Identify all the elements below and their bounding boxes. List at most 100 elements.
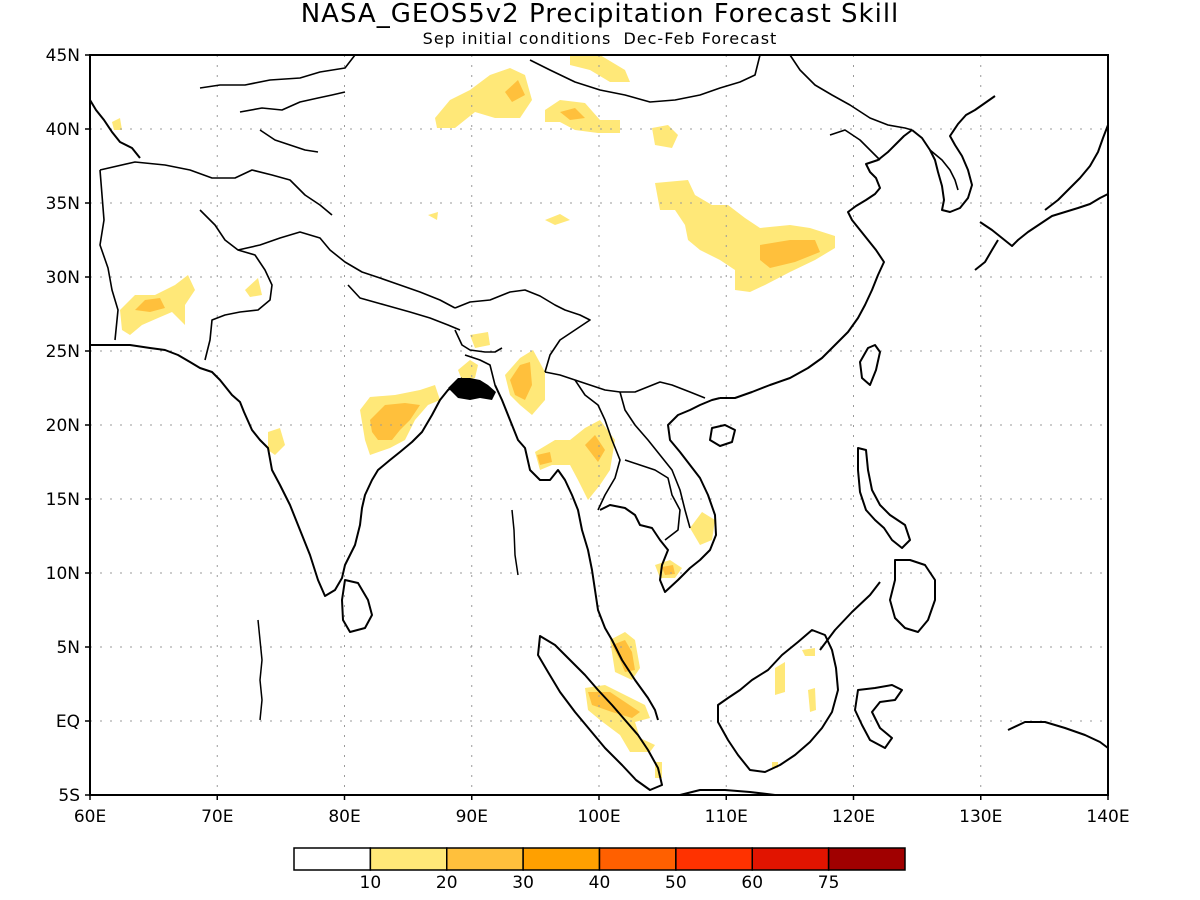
- coast-path: [720, 129, 913, 399]
- border-path: [99, 169, 119, 341]
- skill-patch: [458, 360, 478, 380]
- skill-patch: [612, 640, 635, 672]
- skill-patch: [655, 180, 835, 292]
- coast-path: [511, 509, 519, 576]
- lat-tick-label: 35N: [46, 194, 80, 214]
- colorbar-swatch: [522, 847, 601, 871]
- border-path: [464, 354, 496, 386]
- lon-tick-label: 80E: [328, 807, 360, 827]
- border-path: [574, 379, 621, 511]
- lon-tick-label: 140E: [1086, 807, 1129, 827]
- coast-path: [717, 629, 839, 773]
- colorbar-label: 10: [360, 873, 382, 893]
- colorbar-label: 40: [589, 873, 611, 893]
- lat-tick-label: 20N: [46, 416, 80, 436]
- coast-path: [709, 424, 736, 447]
- border-path: [454, 329, 503, 353]
- lon-tick-label: 120E: [832, 807, 875, 827]
- skill-patch: [808, 688, 816, 712]
- skill-patch: [560, 108, 585, 120]
- coast-path: [1044, 124, 1109, 211]
- skill-patch: [585, 435, 605, 462]
- skill-patch: [760, 240, 820, 268]
- colorbar-label: 50: [665, 873, 687, 893]
- border-path: [544, 371, 706, 399]
- border-path: [239, 91, 346, 113]
- skill-patch: [545, 214, 570, 225]
- skill-patch: [135, 298, 165, 312]
- colorbar-swatch: [598, 847, 677, 871]
- coast-path: [1007, 721, 1109, 749]
- coast-path: [889, 559, 936, 633]
- border-path: [99, 161, 333, 216]
- colorbar-swatch: [293, 847, 372, 871]
- lon-tick-label: 70E: [201, 807, 233, 827]
- coast-path: [854, 684, 903, 749]
- map-subtitle: Sep initial conditions Dec-Feb Forecast: [423, 29, 778, 48]
- coast-path: [974, 239, 999, 271]
- colorbar-swatch: [675, 847, 753, 871]
- coast-path: [537, 635, 663, 791]
- colorbar-swatch: [827, 847, 906, 871]
- colorbar-swatch: [751, 847, 830, 871]
- latitude-labels: 5S EQ 5N 10N 15N 20N 25N 30N 35N 40N 45N: [46, 46, 90, 806]
- skill-patch: [510, 362, 532, 400]
- lat-tick-label: 30N: [46, 268, 80, 288]
- border-path: [259, 129, 319, 153]
- lon-tick-label: 90E: [456, 807, 488, 827]
- skill-shading: [112, 55, 835, 778]
- coast-path: [911, 95, 996, 213]
- skill-patch: [268, 428, 285, 455]
- border-path: [829, 129, 881, 161]
- skill-patch: [428, 212, 438, 220]
- skill-patch: [537, 452, 552, 465]
- colorbar: 10 20 30 40 50 60 75: [293, 847, 906, 893]
- border-path: [199, 209, 273, 361]
- lat-tick-label: 15N: [46, 490, 80, 510]
- coast-path: [494, 384, 659, 721]
- skill-patch: [470, 332, 490, 348]
- lat-tick-label: 5S: [58, 786, 80, 806]
- coast-path: [599, 397, 721, 593]
- lat-tick-label: EQ: [56, 712, 80, 732]
- skill-patch: [245, 278, 262, 297]
- map-title: NASA_GEOS5v2 Precipitation Forecast Skil…: [301, 0, 900, 29]
- border-path: [529, 54, 761, 103]
- coast-path: [341, 579, 373, 633]
- lat-tick-label: 45N: [46, 46, 80, 66]
- colorbar-swatch: [446, 847, 524, 871]
- country-borders: [99, 54, 959, 541]
- lat-tick-label: 25N: [46, 342, 80, 362]
- lat-tick-label: 10N: [46, 564, 80, 584]
- coast-path: [89, 99, 141, 159]
- map-gridlines: [90, 55, 1108, 795]
- border-path: [789, 54, 913, 131]
- colorbar-swatch: [369, 847, 448, 871]
- coast-path: [857, 447, 911, 549]
- longitude-labels: 60E 70E 80E 90E 100E 110E 120E 130E 140E: [74, 795, 1130, 827]
- lat-tick-label: 5N: [56, 638, 80, 658]
- border-path: [929, 149, 959, 191]
- border-path: [619, 391, 691, 529]
- skill-patch: [370, 403, 420, 440]
- skill-patch: [588, 692, 640, 718]
- colorbar-label: 75: [818, 873, 840, 893]
- delta-region: [448, 378, 496, 400]
- lon-tick-label: 100E: [577, 807, 620, 827]
- border-path: [454, 289, 591, 373]
- colorbar-label: 20: [436, 873, 458, 893]
- lon-tick-label: 110E: [705, 807, 748, 827]
- coastlines: [89, 95, 1109, 796]
- skill-patch: [652, 125, 678, 148]
- coast-path: [979, 193, 1109, 247]
- skill-patch: [435, 68, 532, 128]
- lon-tick-label: 130E: [959, 807, 1002, 827]
- skill-patch: [802, 648, 815, 656]
- lon-tick-label: 60E: [74, 807, 106, 827]
- border-path: [199, 54, 356, 89]
- coast-path: [819, 581, 881, 651]
- coast-path: [257, 619, 263, 721]
- coast-path: [859, 344, 881, 386]
- lat-tick-label: 40N: [46, 120, 80, 140]
- skill-patch: [775, 662, 785, 695]
